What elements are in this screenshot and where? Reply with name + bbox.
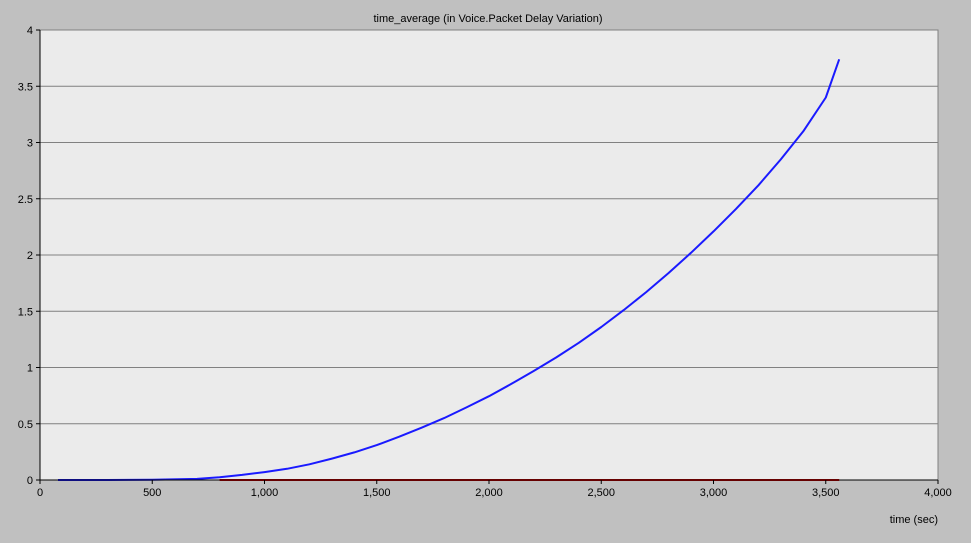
y-tick-label: 3: [27, 138, 33, 150]
y-tick-label: 0.5: [18, 419, 33, 431]
series-line: [58, 58, 841, 481]
x-tick-label: 1,000: [251, 487, 279, 499]
y-tick-label: 2.5: [18, 194, 33, 206]
y-tick-label: 4: [27, 25, 33, 37]
x-tick-label: 500: [143, 487, 161, 499]
y-tick-label: 2: [27, 250, 33, 262]
x-axis-ticks: 0 500 1,000 1,500 2,000 2,500 3,000 3,500 4,000: [37, 480, 952, 499]
x-tick-label: 3,000: [700, 487, 728, 499]
x-tick-label: 4,000: [924, 487, 952, 499]
x-tick-label: 2,000: [475, 487, 503, 499]
x-tick-label: 2,500: [587, 487, 615, 499]
grid-lines: [40, 85, 938, 425]
chart-title: time_average (in Voice.Packet Delay Vari…: [373, 13, 602, 25]
y-tick-label: 1.5: [18, 306, 33, 318]
y-tick-label: 1: [27, 363, 33, 375]
x-tick-label: 3,500: [812, 487, 840, 499]
x-tick-label: 0: [37, 487, 43, 499]
y-axis-ticks: 0 0.5 1 1.5 2 2.5 3 3.5 4: [18, 25, 40, 487]
y-tick-label: 3.5: [18, 81, 33, 93]
x-tick-label: 1,500: [363, 487, 391, 499]
x-axis-label: time (sec): [890, 514, 938, 526]
y-tick-label: 0: [27, 475, 33, 487]
